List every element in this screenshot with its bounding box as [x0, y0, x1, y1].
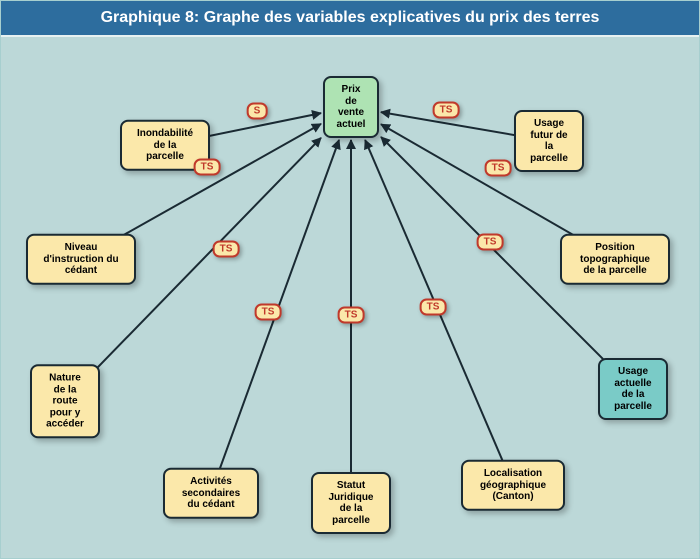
- edge-tag-statut: TS: [338, 307, 365, 324]
- edge-tag-inond: S: [247, 103, 268, 120]
- node-topo: Position topographique de la parcelle: [560, 234, 670, 285]
- node-niv: Niveau d'instruction du cédant: [26, 234, 136, 285]
- node-activ: Activités secondaires du cédant: [163, 468, 259, 519]
- chart-title: Graphique 8: Graphe des variables explic…: [1, 1, 699, 37]
- center-node: Prix de vente actuel: [323, 76, 379, 138]
- edge-tag-loc: TS: [420, 299, 447, 316]
- node-loc: Localisation géographique (Canton): [461, 460, 565, 511]
- edge-tag-ufut: TS: [433, 102, 460, 119]
- edge-tag-topo: TS: [485, 160, 512, 177]
- diagram-canvas: Prix de vente actuelInondabilité de la p…: [1, 37, 699, 558]
- edge-tag-niv: TS: [194, 159, 221, 176]
- edge-tag-uact: TS: [477, 234, 504, 251]
- node-route: Nature de la route pour y accéder: [30, 364, 100, 438]
- edge-tag-route: TS: [213, 241, 240, 258]
- node-ufut: Usage futur de la parcelle: [514, 110, 584, 172]
- node-uact: Usage actuelle de la parcelle: [598, 358, 668, 420]
- edge-tag-activ: TS: [255, 304, 282, 321]
- node-statut: Statut Juridique de la parcelle: [311, 472, 391, 534]
